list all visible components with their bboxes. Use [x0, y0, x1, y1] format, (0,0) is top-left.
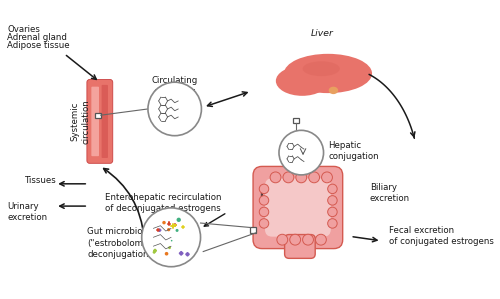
Polygon shape [186, 253, 190, 256]
Circle shape [328, 196, 337, 205]
Circle shape [167, 228, 170, 231]
Text: Adipose tissue: Adipose tissue [7, 41, 70, 50]
FancyBboxPatch shape [92, 87, 99, 156]
Ellipse shape [324, 61, 370, 87]
Ellipse shape [276, 66, 328, 96]
Bar [250, 228, 256, 233]
Circle shape [260, 184, 268, 194]
Polygon shape [180, 251, 183, 255]
Text: Intestinal
tract: Intestinal tract [259, 190, 299, 210]
Circle shape [328, 207, 337, 217]
FancyBboxPatch shape [265, 179, 330, 237]
FancyBboxPatch shape [102, 85, 108, 158]
Circle shape [328, 219, 337, 228]
Text: Enterohepatic recirculation
of deconjugated estrogens: Enterohepatic recirculation of deconjuga… [105, 193, 222, 213]
Circle shape [308, 172, 320, 183]
Circle shape [260, 196, 268, 205]
Polygon shape [153, 251, 155, 253]
Circle shape [176, 218, 181, 222]
Text: Tissues: Tissues [25, 176, 56, 185]
Circle shape [260, 207, 268, 217]
Ellipse shape [284, 54, 372, 93]
Circle shape [316, 234, 326, 245]
Circle shape [176, 229, 178, 232]
Text: Liver: Liver [311, 29, 334, 38]
Ellipse shape [328, 87, 338, 94]
FancyBboxPatch shape [253, 167, 342, 248]
Circle shape [279, 130, 324, 175]
Circle shape [171, 240, 172, 242]
Circle shape [148, 82, 202, 136]
Circle shape [296, 172, 306, 183]
Circle shape [328, 184, 337, 194]
Circle shape [260, 219, 268, 228]
Circle shape [290, 234, 300, 245]
Text: Adrenal gland: Adrenal gland [7, 33, 67, 42]
Circle shape [142, 208, 201, 267]
Text: Fecal excretion
of conjugated estrogens: Fecal excretion of conjugated estrogens [388, 226, 494, 246]
Bar [293, 118, 298, 123]
Circle shape [322, 172, 332, 183]
Text: Biliary
excretion: Biliary excretion [370, 183, 410, 203]
Circle shape [162, 221, 166, 224]
Polygon shape [154, 249, 156, 252]
Text: Systemic
circulation: Systemic circulation [70, 99, 90, 144]
Circle shape [270, 172, 281, 183]
Circle shape [302, 234, 314, 245]
Bar [96, 112, 100, 118]
Text: Gut microbiome
("estrobolome")
deconjugation: Gut microbiome ("estrobolome") deconjuga… [88, 228, 156, 259]
Text: Urinary
excretion: Urinary excretion [7, 202, 48, 222]
Polygon shape [158, 229, 161, 231]
Text: Circulating
estrogens: Circulating estrogens [152, 76, 198, 96]
Circle shape [277, 234, 287, 245]
Circle shape [164, 252, 168, 256]
Ellipse shape [302, 61, 340, 76]
Polygon shape [168, 247, 170, 249]
FancyBboxPatch shape [87, 80, 113, 163]
Text: Ovaries: Ovaries [7, 25, 40, 34]
Circle shape [283, 172, 294, 183]
Text: Hepatic
conjugation: Hepatic conjugation [328, 141, 378, 161]
FancyBboxPatch shape [284, 234, 315, 258]
